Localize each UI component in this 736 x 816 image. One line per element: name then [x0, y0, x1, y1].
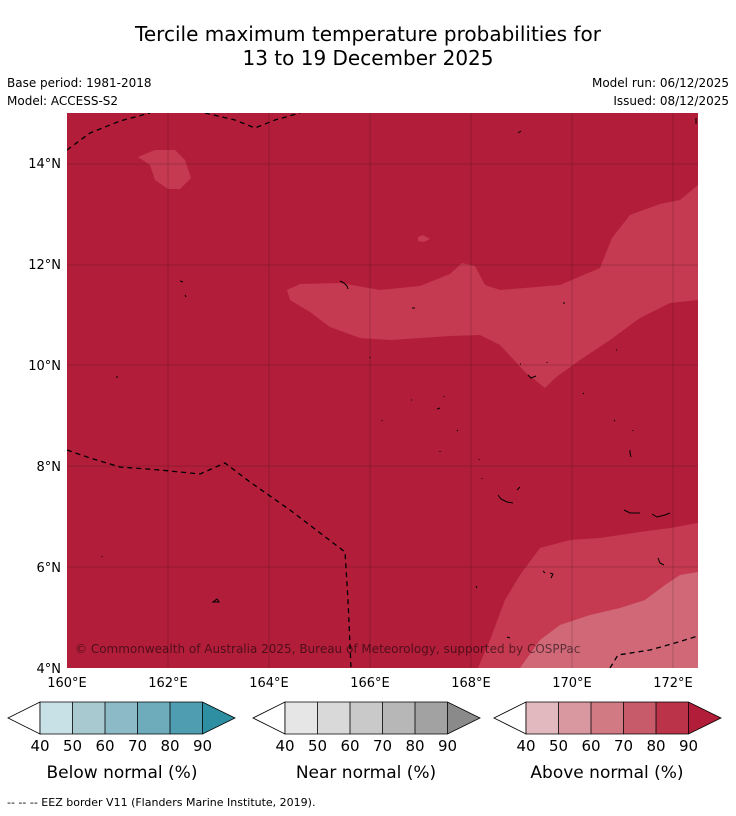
cb-above-tick-80: 80: [646, 737, 665, 755]
cb-above-seg-3: [591, 702, 624, 734]
model-run: Model run: 06/12/2025: [591, 76, 729, 90]
cb-near-tick-80: 80: [405, 737, 424, 755]
cb-above-under-arrow: [493, 701, 527, 735]
lat-label-6: 6°N: [37, 561, 62, 576]
above-normal-70-80-patch: [138, 150, 191, 189]
model-name: Model: ACCESS-S2: [7, 94, 119, 108]
cb-near-tick-60: 60: [340, 737, 359, 755]
above-normal-70-80-dot: [418, 235, 430, 242]
cb-below-seg-3: [105, 702, 138, 734]
above-normal-70-80-region: [287, 185, 698, 388]
cb-near-tick-50: 50: [308, 737, 327, 755]
lon-label-166: 166°E: [350, 676, 390, 691]
cb-below-over-arrow: [202, 702, 235, 734]
cb-below-title: Below normal (%): [47, 763, 198, 783]
base-period: Base period: 1981-2018: [7, 76, 152, 90]
lat-label-8: 8°N: [37, 460, 62, 475]
cb-near-under-arrow: [252, 701, 286, 735]
cb-above-seg-1: [526, 702, 559, 734]
graticule: [67, 113, 698, 668]
cb-above-tick-40: 40: [516, 737, 535, 755]
lon-label-172: 172°E: [653, 676, 693, 691]
cb-below-under-arrow: [7, 701, 41, 735]
longitude-labels: 160°E 162°E 164°E 166°E 168°E 170°E 172°…: [47, 676, 693, 691]
cb-below-seg-4: [137, 702, 170, 734]
map-area[interactable]: © Commonwealth of Australia 2025, Bureau…: [67, 113, 698, 668]
cb-above-tick-60: 60: [581, 737, 600, 755]
cb-below-tick-40: 40: [30, 737, 49, 755]
lon-label-170: 170°E: [552, 676, 592, 691]
copyright-notice: © Commonwealth of Australia 2025, Bureau…: [75, 642, 580, 656]
cb-near-seg-5: [415, 702, 448, 734]
lon-label-160: 160°E: [47, 676, 87, 691]
cb-below-seg-2: [72, 702, 105, 734]
above-normal-60-70-region: [520, 572, 698, 668]
cb-above-tick-50: 50: [549, 737, 568, 755]
cb-near-tick-40: 40: [275, 737, 294, 755]
cb-near-seg-3: [350, 702, 383, 734]
cb-above-title: Above normal (%): [530, 763, 683, 783]
cb-below-tick-50: 50: [63, 737, 82, 755]
lon-label-164: 164°E: [249, 676, 289, 691]
islands: [101, 118, 697, 639]
cb-near-over-arrow: [447, 702, 480, 734]
cb-below-tick-60: 60: [95, 737, 114, 755]
meta-right: Model run: 06/12/2025 Issued: 08/12/2025: [592, 74, 729, 110]
cb-below-tick-70: 70: [128, 737, 147, 755]
eez-legend-note: -- -- -- EEZ border V11 (Flanders Marine…: [7, 796, 316, 809]
lat-label-12: 12°N: [28, 258, 61, 273]
chart-title: Tercile maximum temperature probabilitie…: [0, 22, 736, 70]
lat-label-4: 4°N: [37, 662, 62, 677]
cb-near-tick-90: 90: [438, 737, 457, 755]
cb-below-seg-5: [170, 702, 203, 734]
cb-below-tick-90: 90: [193, 737, 212, 755]
eez-borders: [67, 113, 698, 668]
cb-near-seg-4: [382, 702, 415, 734]
cb-above-over-arrow: [688, 702, 721, 734]
lat-label-10: 10°N: [28, 359, 61, 374]
colorbar-below-normal: 40 50 60 70 80 90 Below normal (%): [7, 701, 236, 783]
colorbar-near-normal: 40 50 60 70 80 90 Near normal (%): [252, 701, 481, 783]
colorbar-above-normal: 40 50 60 70 80 90 Above normal (%): [493, 701, 722, 783]
issued-date: Issued: 08/12/2025: [613, 94, 729, 108]
lat-label-14: 14°N: [28, 157, 61, 172]
title-line-2: 13 to 19 December 2025: [242, 46, 494, 70]
meta-left: Base period: 1981-2018 Model: ACCESS-S2: [7, 74, 152, 110]
cb-near-title: Near normal (%): [296, 763, 436, 783]
cb-near-seg-2: [317, 702, 350, 734]
cb-above-tick-70: 70: [614, 737, 633, 755]
latitude-labels: 14°N 12°N 10°N 8°N 6°N 4°N: [28, 157, 61, 677]
cb-below-tick-80: 80: [160, 737, 179, 755]
cb-near-seg-1: [285, 702, 318, 734]
lon-label-168: 168°E: [451, 676, 491, 691]
title-line-1: Tercile maximum temperature probabilitie…: [135, 22, 601, 46]
cb-above-seg-5: [656, 702, 689, 734]
cb-below-seg-1: [40, 702, 73, 734]
cb-above-seg-2: [558, 702, 591, 734]
cb-above-seg-4: [623, 702, 656, 734]
cb-near-tick-70: 70: [373, 737, 392, 755]
lon-label-162: 162°E: [148, 676, 188, 691]
cb-above-tick-90: 90: [679, 737, 698, 755]
